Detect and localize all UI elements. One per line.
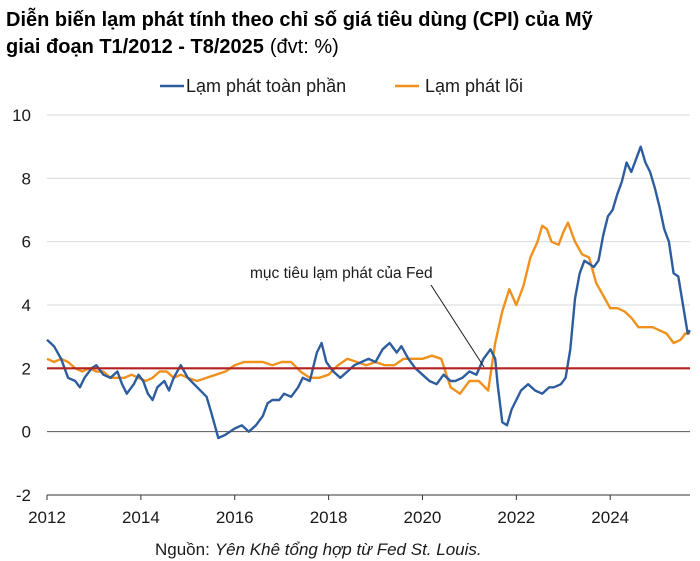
- series-line-core: [46, 221, 690, 395]
- x-tick-label: 2022: [497, 508, 535, 527]
- y-tick-label: 10: [12, 106, 31, 125]
- annotation-leader-line: [430, 284, 485, 368]
- legend-label-core: Lạm phát lõi: [425, 76, 523, 96]
- x-tick-label: 2018: [310, 508, 348, 527]
- x-tick-label: 2016: [216, 508, 254, 527]
- y-axis-ticks: -2 0 2 4 6 8 10: [12, 106, 31, 505]
- y-tick-label: 4: [22, 296, 31, 315]
- y-tick-label: -2: [16, 486, 31, 505]
- source-prefix: Nguồn:: [155, 540, 210, 559]
- x-tick-label: 2012: [28, 508, 66, 527]
- legend: Lạm phát toàn phần Lạm phát lõi: [160, 76, 523, 96]
- source-text: Yên Khê tổng hợp từ Fed St. Louis.: [215, 540, 482, 559]
- y-tick-label: 6: [22, 233, 31, 252]
- chart-title-unit: (đvt: %): [270, 36, 339, 58]
- gridlines: [47, 114, 690, 496]
- x-tick-label: 2024: [591, 508, 629, 527]
- y-tick-label: 8: [22, 169, 31, 188]
- y-tick-label: 2: [22, 359, 31, 378]
- source-note: Nguồn: Yên Khê tổng hợp từ Fed St. Louis.: [155, 540, 482, 559]
- chart-title-period: giai đoạn T1/2012 - T8/2025: [6, 36, 264, 58]
- annotation-fed-target: mục tiêu lạm phát của Fed: [250, 265, 433, 282]
- legend-label-headline: Lạm phát toàn phần: [186, 76, 346, 96]
- series-lines: [46, 145, 691, 440]
- x-tick-label: 2014: [122, 508, 160, 527]
- x-axis-ticks: 2012 2014 2016 2018 2020 2022 2024: [28, 494, 690, 527]
- y-tick-label: 0: [22, 423, 31, 442]
- x-tick-label: 2020: [404, 508, 442, 527]
- chart-title-line2: giai đoạn T1/2012 - T8/2025 (đvt: %): [6, 36, 339, 58]
- chart-title-line1: Diễn biến lạm phát tính theo chỉ số giá …: [6, 7, 594, 31]
- series-line-headline: [46, 145, 691, 440]
